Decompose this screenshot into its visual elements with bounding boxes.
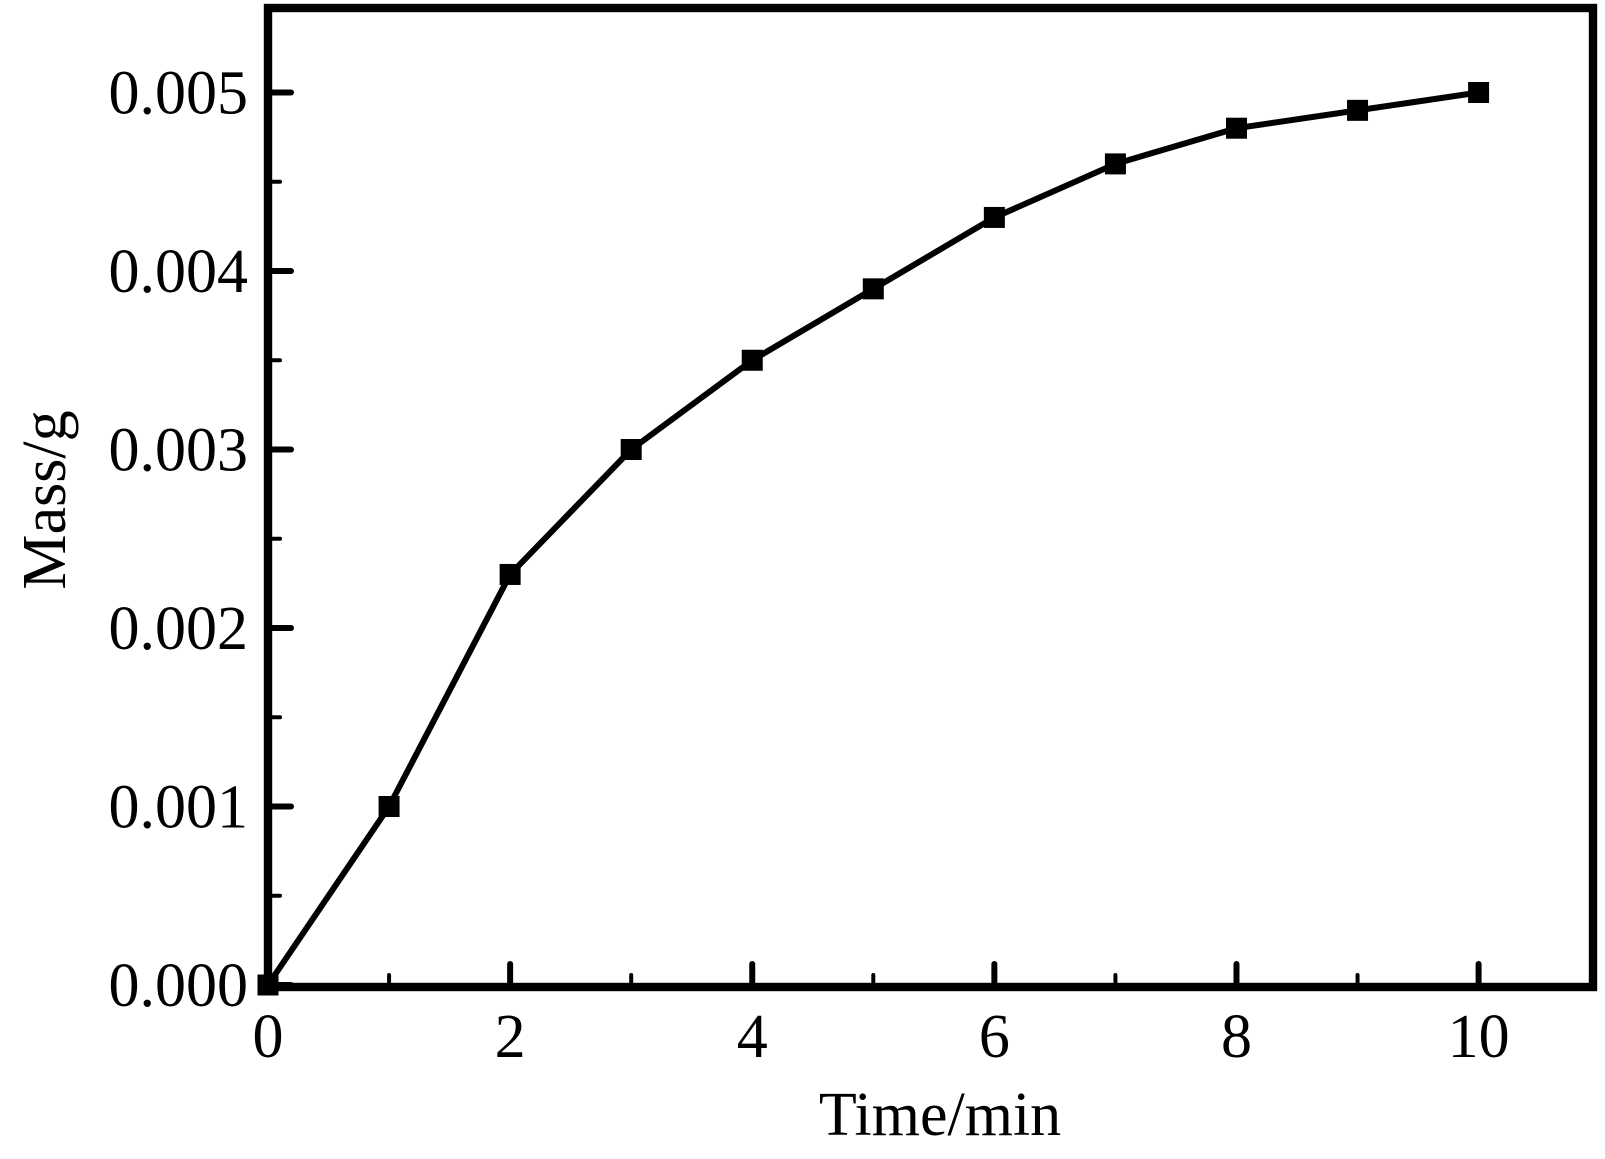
svg-text:4: 4 [737,1003,768,1071]
svg-text:Time/min: Time/min [819,1081,1061,1149]
svg-text:0.005: 0.005 [109,60,249,128]
svg-text:0.000: 0.000 [109,952,249,1020]
svg-text:0.001: 0.001 [109,774,249,842]
svg-text:2: 2 [495,1003,526,1071]
svg-text:0.003: 0.003 [109,417,249,485]
svg-text:10: 10 [1448,1003,1510,1071]
svg-text:6: 6 [979,1003,1010,1071]
svg-text:0: 0 [253,1003,284,1071]
svg-text:8: 8 [1221,1003,1252,1071]
svg-text:0.004: 0.004 [109,238,249,306]
svg-text:Mass/g: Mass/g [11,410,79,589]
svg-text:0.002: 0.002 [109,595,249,663]
